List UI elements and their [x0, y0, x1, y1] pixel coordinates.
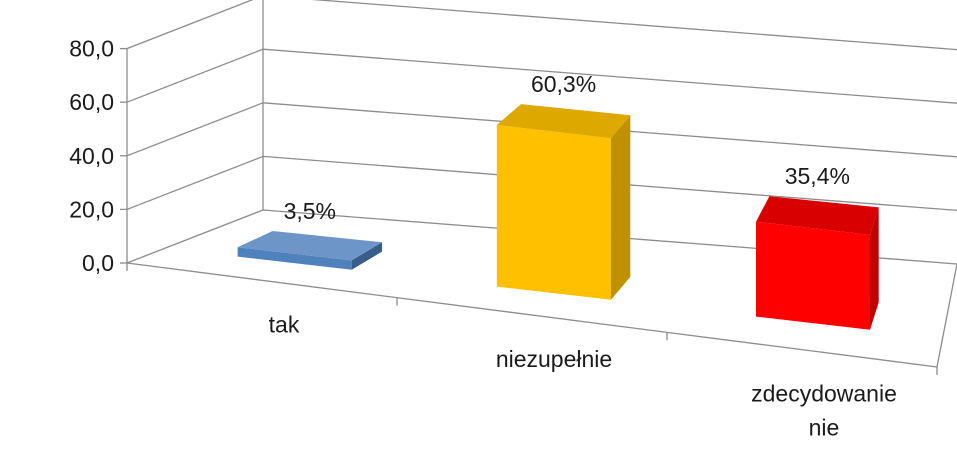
y-tick-label: 40,0: [69, 143, 114, 169]
gridline: [126, 155, 957, 212]
bar-front-face: [756, 221, 870, 330]
bar-side-face: [351, 242, 382, 270]
y-tick-label: 20,0: [69, 196, 114, 222]
gridline: [126, 48, 957, 104]
bars: [237, 104, 879, 330]
y-tick-label: 80,0: [69, 36, 114, 62]
gridline: [126, 102, 957, 158]
category-label: tak: [269, 311, 300, 337]
bar-side-face: [870, 207, 879, 330]
gridline: [126, 0, 957, 51]
chart-walls: [126, 0, 264, 263]
data-labels: 3,5% 60,3% 35,4%: [284, 71, 850, 224]
category-label: niezupełnie: [496, 346, 612, 372]
bar-2: [496, 104, 631, 300]
data-label: 35,4%: [785, 163, 850, 189]
data-label: 60,3%: [531, 71, 596, 97]
bar-side-face: [610, 115, 631, 300]
bar-front-face: [237, 247, 352, 270]
bar-top-face: [237, 231, 382, 261]
bar-3: [756, 196, 879, 330]
y-axis-ticks: 0,0 20,0 40,0 60,0 80,0: [69, 36, 127, 276]
chart-floor: [126, 262, 957, 375]
y-tick-label: 0,0: [82, 250, 114, 276]
bar-top-face: [756, 196, 879, 235]
floor-front-edge: [126, 262, 938, 368]
data-label: 3,5%: [284, 198, 336, 224]
bar-1: [237, 231, 382, 270]
category-labels: tak niezupełnie zdecydowanie nie: [269, 311, 897, 440]
gridlines: [126, 0, 957, 265]
gridline: [126, 209, 957, 265]
bar-top-face: [496, 104, 631, 139]
floor-right-edge: [936, 263, 957, 368]
bar-front-face: [496, 125, 611, 300]
category-label: zdecydowanie nie: [751, 381, 897, 441]
y-tick-label: 60,0: [69, 89, 114, 115]
